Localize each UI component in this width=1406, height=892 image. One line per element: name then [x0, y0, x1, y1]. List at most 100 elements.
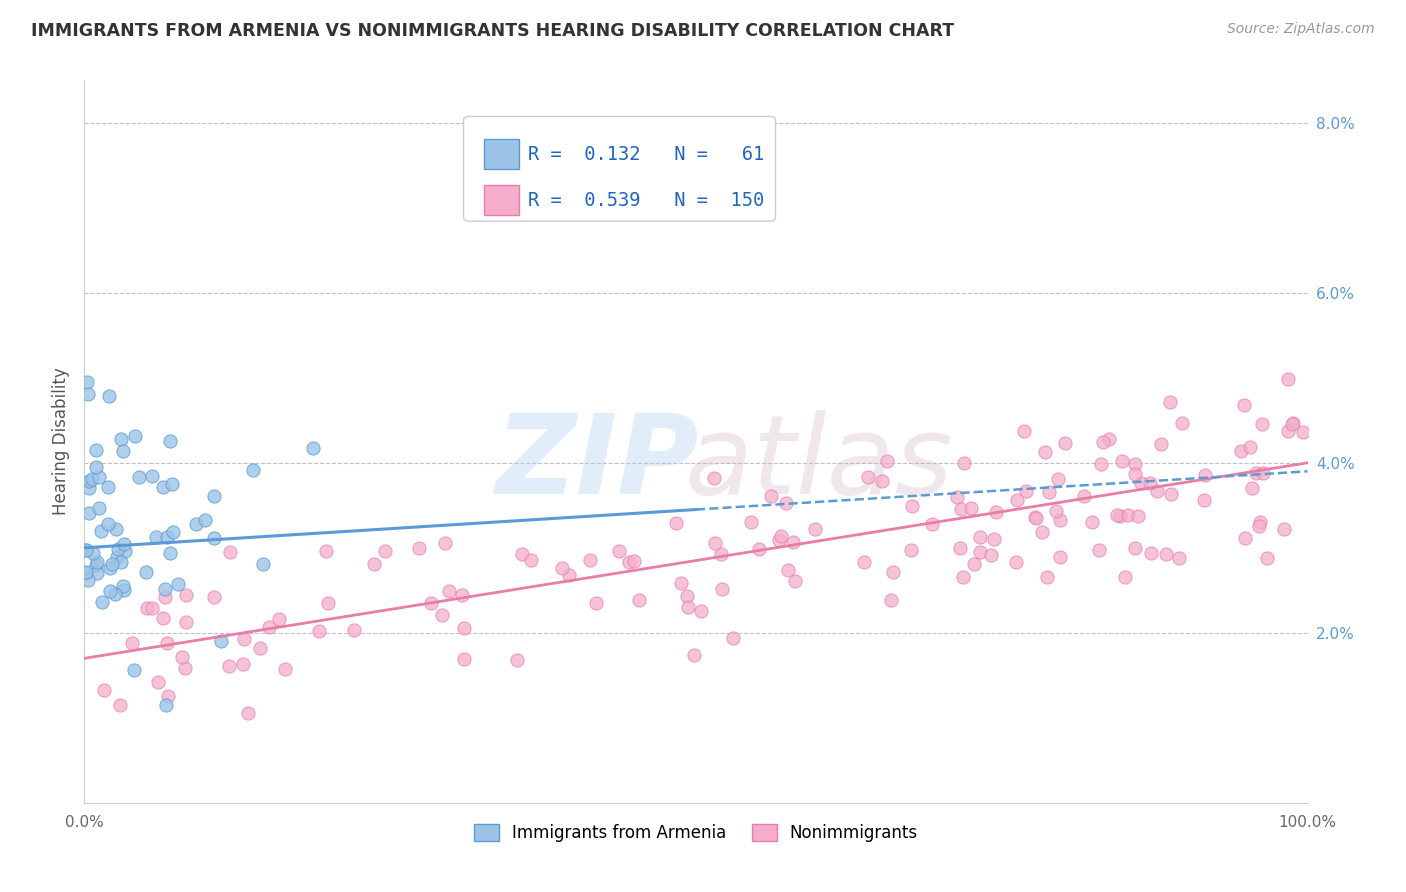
Legend: Immigrants from Armenia, Nonimmigrants: Immigrants from Armenia, Nonimmigrants [467, 817, 925, 848]
Point [162, 476, 184, 491]
Point [408, 541, 430, 555]
Point [1150, 436, 1173, 450]
Point [86, 556, 108, 570]
Text: Source: ZipAtlas.com: Source: ZipAtlas.com [1227, 22, 1375, 37]
Point [453, 652, 475, 666]
Point [124, 429, 146, 443]
Point [124, 663, 146, 677]
Point [952, 456, 974, 470]
Point [219, 545, 242, 559]
Point [1146, 483, 1168, 498]
Point [682, 648, 704, 662]
Y-axis label: Hearing Disability: Hearing Disability [52, 368, 70, 516]
Point [510, 548, 533, 562]
Point [969, 530, 991, 544]
Point [1049, 550, 1071, 565]
Point [110, 432, 132, 446]
Point [84, 459, 107, 474]
Point [783, 574, 806, 589]
Point [80, 472, 103, 486]
Point [676, 600, 699, 615]
Point [153, 582, 176, 597]
Point [1046, 472, 1069, 486]
Point [945, 491, 967, 505]
Point [1049, 513, 1071, 527]
Point [1123, 541, 1146, 556]
Point [104, 586, 127, 600]
Point [520, 553, 543, 567]
Point [77, 481, 100, 495]
FancyBboxPatch shape [484, 185, 519, 215]
Point [1033, 445, 1056, 459]
Point [152, 611, 174, 625]
Point [77, 573, 100, 587]
Point [75, 543, 97, 558]
Point [156, 636, 179, 650]
Point [302, 441, 325, 455]
Point [1233, 398, 1256, 412]
Point [202, 590, 225, 604]
Point [1123, 467, 1146, 482]
Point [1053, 435, 1076, 450]
Point [1004, 555, 1026, 569]
Point [108, 698, 131, 712]
Point [880, 593, 903, 607]
Point [87, 501, 110, 516]
Point [876, 454, 898, 468]
Point [669, 576, 692, 591]
Point [112, 443, 135, 458]
Point [1038, 484, 1060, 499]
Point [617, 555, 640, 569]
Point [105, 549, 128, 564]
Point [710, 582, 733, 596]
Point [79, 474, 101, 488]
Point [141, 600, 163, 615]
Point [232, 657, 254, 671]
Point [84, 558, 107, 572]
Point [202, 489, 225, 503]
Point [84, 443, 107, 458]
Point [853, 555, 876, 569]
Point [186, 517, 208, 532]
Point [174, 661, 197, 675]
Point [249, 640, 271, 655]
Point [430, 608, 453, 623]
Point [433, 536, 456, 550]
Point [152, 480, 174, 494]
Point [952, 569, 974, 583]
Point [782, 534, 804, 549]
Point [451, 588, 474, 602]
Text: R =  0.132   N =   61: R = 0.132 N = 61 [529, 145, 765, 163]
Point [1256, 551, 1278, 566]
Point [704, 536, 727, 550]
Point [950, 502, 973, 516]
Point [1111, 454, 1133, 468]
Point [166, 577, 188, 591]
Point [1130, 476, 1153, 491]
Point [804, 522, 827, 536]
Point [98, 389, 121, 403]
FancyBboxPatch shape [484, 139, 519, 169]
Point [1249, 515, 1271, 529]
Point [419, 596, 441, 610]
Point [146, 674, 169, 689]
Point [105, 522, 128, 536]
Point [343, 623, 366, 637]
Point [155, 698, 177, 713]
Point [1126, 508, 1149, 523]
Point [901, 499, 924, 513]
Point [676, 590, 699, 604]
Point [1160, 487, 1182, 501]
Point [114, 544, 136, 558]
Point [690, 605, 713, 619]
Point [1090, 457, 1112, 471]
Point [628, 592, 651, 607]
Point [1233, 531, 1256, 545]
Point [93, 683, 115, 698]
Point [1192, 492, 1215, 507]
Point [969, 545, 991, 559]
Point [252, 557, 274, 571]
Point [1244, 466, 1267, 480]
Point [141, 469, 163, 483]
Point [75, 543, 97, 558]
